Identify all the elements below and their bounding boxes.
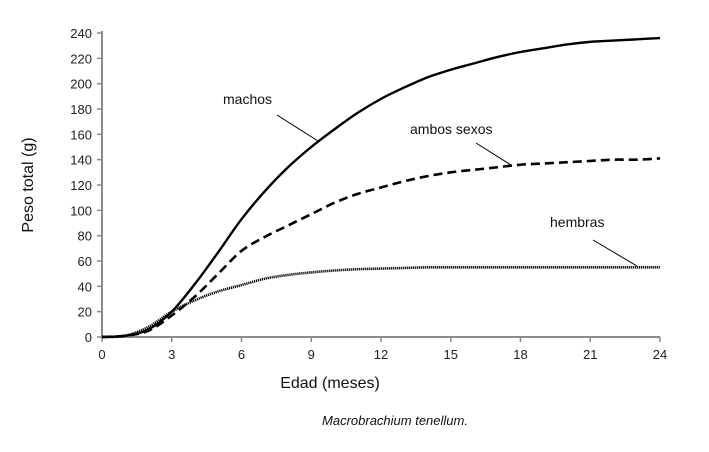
x-tick-label: 0 [98, 347, 105, 362]
series-group [101, 36, 661, 339]
y-tick-label: 60 [78, 254, 92, 269]
annotation-machos: machos [223, 91, 319, 142]
y-tick-label: 200 [70, 77, 92, 92]
annotation-label-ambos-sexos: ambos sexos [410, 121, 492, 137]
x-tick-label: 18 [513, 347, 527, 362]
x-tick-label: 9 [308, 347, 315, 362]
y-tick-label: 20 [78, 305, 92, 320]
y-axis-label: Peso total (g) [20, 137, 37, 232]
leader-line-ambos-sexos [475, 142, 512, 166]
y-tick-label: 160 [70, 127, 92, 142]
leader-line-machos [276, 114, 319, 142]
series-line-hembras [101, 265, 660, 339]
annotation-label-machos: machos [223, 91, 272, 107]
y-tick-label: 80 [78, 229, 92, 244]
x-tick-label: 21 [583, 347, 597, 362]
y-tick-label: 140 [70, 153, 92, 168]
x-axis-label: Edad (meses) [280, 375, 380, 392]
y-tick-label: 0 [85, 330, 92, 345]
y-tick-label: 100 [70, 203, 92, 218]
y-tick-label: 40 [78, 279, 92, 294]
series-line-ambos-sexos [101, 157, 661, 339]
leader-line-hembras [592, 239, 638, 267]
x-tick-label: 24 [653, 347, 667, 362]
chart-caption: Macrobrachium tenellum. [322, 413, 468, 428]
y-tick-label: 240 [70, 26, 92, 41]
y-tick-label: 120 [70, 178, 92, 193]
x-tick-label: 6 [238, 347, 245, 362]
annotation-ambos-sexos: ambos sexos [410, 121, 512, 166]
x-tick-label: 3 [168, 347, 175, 362]
series-line-machos [101, 36, 661, 339]
annotation-hembras: hembras [550, 214, 638, 267]
x-tick-label: 15 [444, 347, 458, 362]
y-tick-label: 180 [70, 102, 92, 117]
x-tick-label: 12 [374, 347, 388, 362]
y-tick-label: 220 [70, 51, 92, 66]
axes: 0 3 6 9 12 15 18 21 2402040608010012014016018020… [70, 26, 667, 362]
annotation-label-hembras: hembras [550, 214, 604, 230]
